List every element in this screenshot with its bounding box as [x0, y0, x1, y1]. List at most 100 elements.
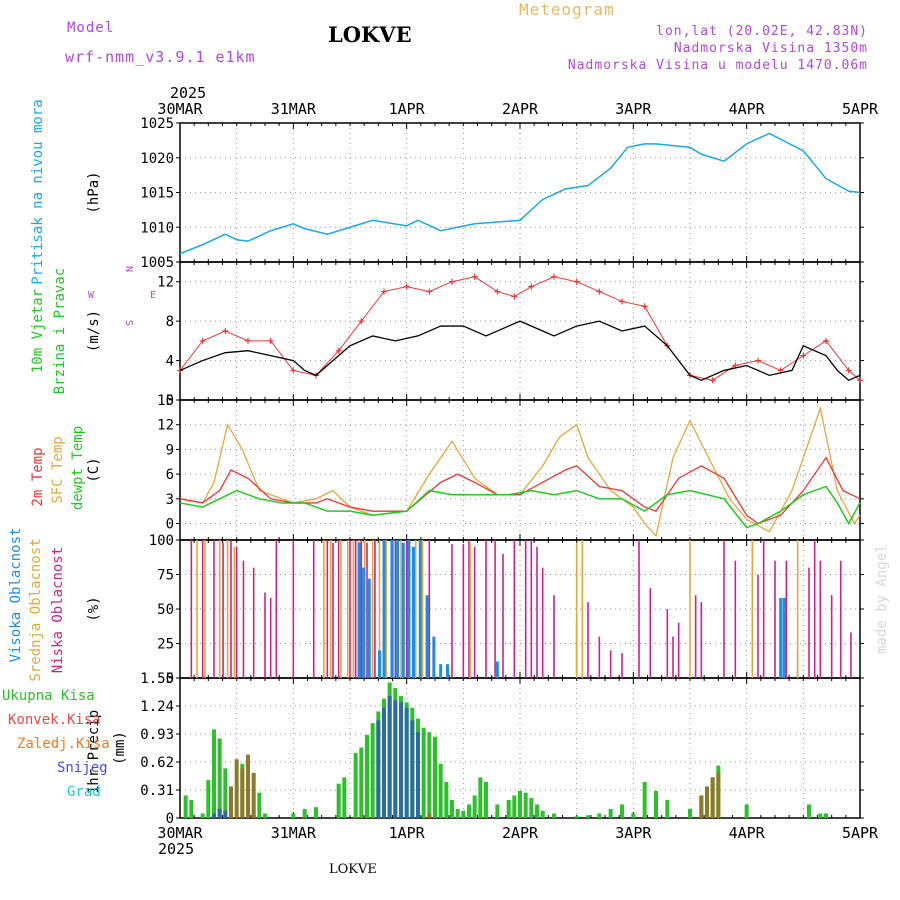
y-tick-label: 0.62 [140, 755, 174, 771]
precip-bar-total [455, 808, 460, 818]
dewpoint-line [179, 485, 861, 529]
date-label-bottom: 4APR [729, 824, 766, 842]
precip-bar-total [512, 795, 517, 818]
precip-bar-convective [427, 813, 432, 818]
date-label-top: 31MAR [271, 100, 317, 118]
y-tick-label: 8 [166, 314, 174, 330]
precip-bar-total [206, 780, 211, 818]
gust-marker [857, 377, 863, 384]
y-tick-label: 1010 [140, 220, 174, 236]
precip-bar-convective [234, 759, 239, 818]
wind-speed-line [179, 320, 861, 382]
precip-bar-total [665, 799, 670, 818]
precip-bar-total [631, 813, 636, 818]
date-label-bottom: 2APR [502, 824, 539, 842]
y-tick-label: 0 [166, 517, 174, 533]
precip-bar-total [427, 732, 432, 818]
unit-label: (%) [86, 596, 102, 621]
coordinates: lon,lat (20.02E, 42.83N) [656, 24, 868, 39]
precip-bar-convective [246, 754, 250, 818]
precip-bar-total [472, 795, 477, 818]
precip-bar-snow [404, 707, 409, 818]
y-tick-label: 50 [157, 602, 174, 618]
y-tick-label: 3 [166, 492, 174, 508]
precip-bar-total [818, 813, 823, 818]
date-label-top: 30MAR [157, 100, 203, 118]
date-label-top: 5APR [842, 100, 879, 118]
precip-bar-total [688, 808, 692, 818]
date-label-bottom: 5APR [842, 824, 879, 842]
precip-bar-total [200, 813, 205, 818]
panel-temperature: 0 3 6 9 12 15 (C) [86, 393, 864, 541]
y-tick-label: 1020 [140, 151, 174, 167]
credit-watermark: made by Angel [874, 544, 890, 654]
precip-bar-total [223, 768, 228, 818]
pressure-line [179, 132, 861, 255]
gust-marker [177, 367, 183, 374]
y-tick-label: 1.55 [140, 671, 174, 687]
precip-bar-total [597, 813, 602, 818]
precip-bar-total [212, 729, 216, 818]
precip-bar-convective [240, 768, 245, 818]
precip-bar-total [365, 734, 369, 818]
y-tick-label: 9 [166, 442, 174, 458]
precip-bar-snow [393, 700, 398, 818]
precip-bar-convective [251, 772, 256, 818]
precip-bar-total [263, 813, 267, 818]
precip-axis-title: 1hr Precip [86, 710, 102, 794]
sfc-temp-line [179, 405, 861, 538]
precip-bar-total [217, 738, 222, 818]
y-tick-label: 1005 [140, 255, 174, 271]
precip-bar-snow [416, 732, 420, 818]
precip-bar-total [484, 781, 488, 818]
panel-wind: 0 4 8 12 (m/s) [86, 261, 864, 409]
elevation: Nadmorska Visina 1350m [673, 41, 868, 56]
precip-bar-total [529, 798, 534, 818]
y-tick-label: 1.24 [140, 699, 174, 715]
model-label: Model [67, 20, 115, 36]
mid-cloud-axis-title: Srednja Oblacnost [28, 538, 44, 681]
date-label-top: 2APR [502, 100, 539, 118]
precip-bar-total [438, 763, 443, 818]
precip-bar-total [421, 727, 426, 818]
precip-legend-item: Ukupna Kisa [2, 688, 95, 704]
y-tick-label: 6 [166, 467, 174, 483]
precip-bar-total [540, 810, 545, 818]
precip-bar-total [336, 783, 341, 818]
precip-bar-total [535, 804, 539, 818]
compass-e: E [150, 290, 156, 301]
precip-bar-total [461, 810, 466, 818]
precip-bar-snow [387, 696, 392, 818]
precip-bar-total [620, 804, 624, 818]
wind-axis-title: 10m Vjetar [30, 289, 46, 373]
precip-bar-convective [705, 786, 709, 818]
year-label-bottom: 2025 [158, 840, 194, 858]
y-tick-label: 4 [166, 354, 174, 370]
date-label-top: 1APR [389, 100, 426, 118]
precip-bar-total [467, 804, 471, 818]
precip-legend-item: Snijeg [57, 760, 108, 776]
y-tick-label: 100 [149, 533, 174, 549]
precip-bar-total [552, 813, 556, 818]
precip-bar-total [506, 799, 511, 818]
precip-bar-total [744, 804, 749, 818]
precip-bar-total [257, 792, 262, 818]
unit-label: (m/s) [86, 310, 102, 352]
precip-bar-total [302, 808, 307, 818]
compass-w: W [88, 290, 95, 301]
sfc-axis-title: SFC Temp [50, 436, 66, 503]
y-tick-label: 25 [157, 637, 174, 653]
precip-bar-total [654, 790, 658, 818]
model-name: wrf-nmm_v3.9.1 e1km [65, 48, 256, 66]
precip-bar-convective [699, 795, 704, 818]
precip-bar-snow [382, 707, 386, 818]
precip-bar-total [574, 816, 579, 818]
precip-bar-snow [223, 810, 228, 818]
footer-station: LOKVE [329, 862, 377, 877]
year-label-top: 2025 [170, 84, 206, 102]
precip-bar-total [183, 795, 188, 818]
precip-bar-total [478, 777, 483, 818]
date-label-bottom: 1APR [389, 824, 426, 842]
y-tick-label: 12 [157, 418, 174, 434]
precip-bar-total [586, 815, 590, 818]
